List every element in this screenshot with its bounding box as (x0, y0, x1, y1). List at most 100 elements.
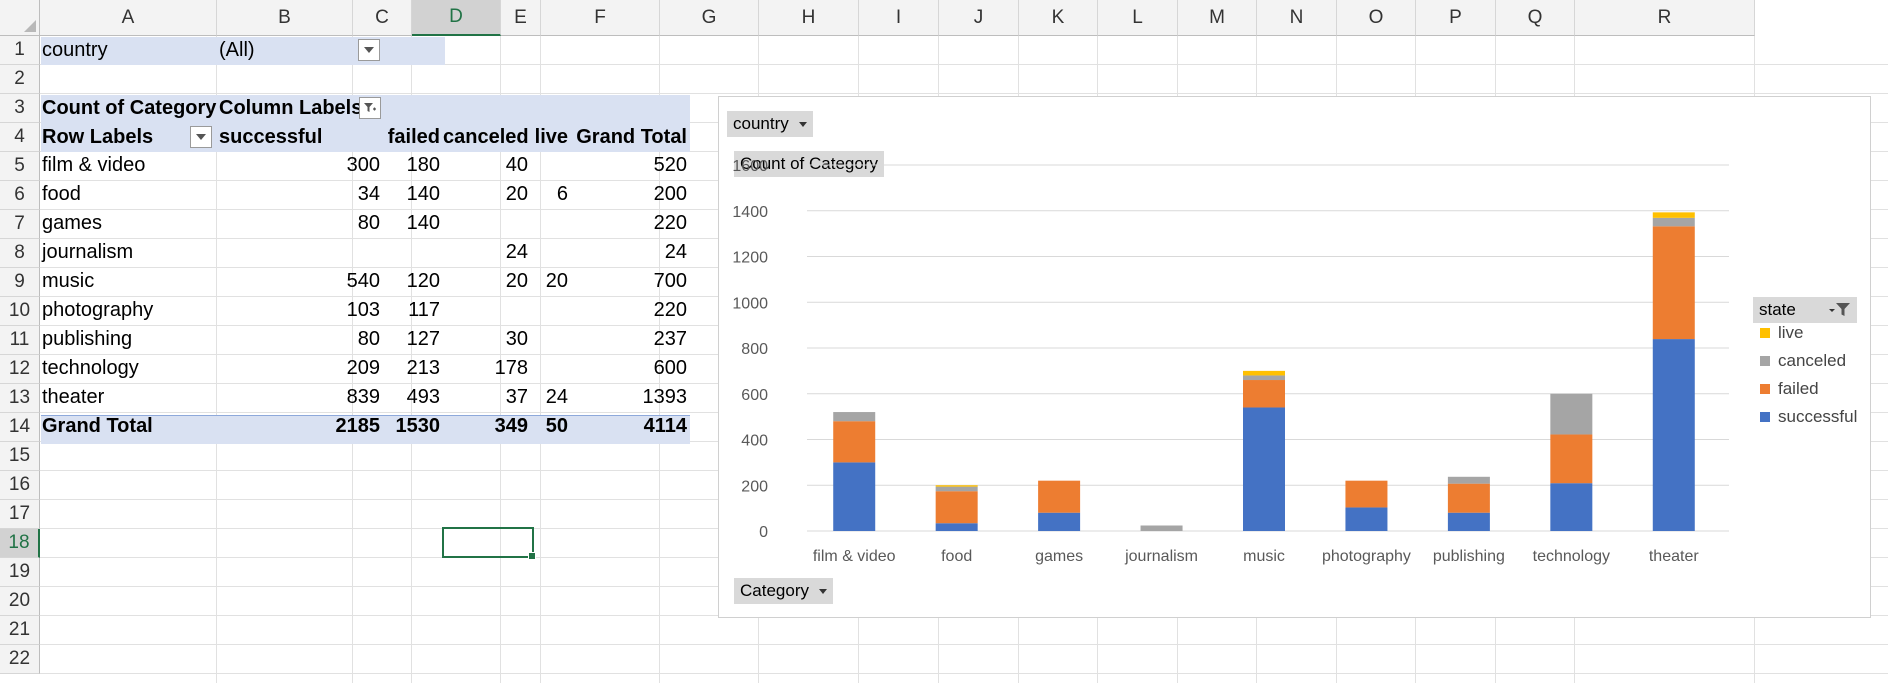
row-header-12[interactable]: 12 (0, 355, 40, 384)
x-tick-label: theater (1649, 548, 1699, 565)
y-tick-label: 1400 (732, 204, 768, 221)
row-header-3[interactable]: 3 (0, 94, 40, 123)
pivot-value-live (532, 151, 568, 180)
pivot-value-failed: 140 (406, 212, 440, 234)
column-header-G[interactable]: G (660, 0, 759, 36)
legend-item-live[interactable]: live (1760, 323, 1804, 343)
pivot-value-grand-total: 1393 (642, 386, 688, 408)
grand-total-band (41, 415, 690, 444)
pivot-value-live (532, 209, 568, 238)
bar-successful (935, 523, 978, 531)
active-cell-D18[interactable] (442, 527, 536, 560)
col-header-canceled: canceled (443, 126, 529, 148)
pivot-row-label: film & video (42, 154, 146, 176)
chevron-down-icon (798, 122, 807, 128)
column-header-N[interactable]: N (1257, 0, 1337, 36)
column-header-C[interactable]: C (353, 0, 412, 36)
column-header-H[interactable]: H (759, 0, 859, 36)
gridline (40, 93, 1888, 94)
pivot-value-successful: 34 (357, 183, 380, 205)
pivot-row-label: photography (42, 299, 154, 321)
column-header-M[interactable]: M (1178, 0, 1257, 36)
row-header-2[interactable]: 2 (0, 65, 40, 94)
pivot-value-canceled: 20 (505, 270, 528, 292)
bar-canceled (1447, 476, 1490, 484)
row-header-15[interactable]: 15 (0, 442, 40, 471)
row-header-8[interactable]: 8 (0, 239, 40, 268)
gridline (500, 36, 501, 683)
chart-values-field-button[interactable]: Count of Category (734, 151, 884, 177)
column-header-B[interactable]: B (217, 0, 353, 36)
filter-dropdown-button[interactable] (358, 39, 380, 61)
row-header-9[interactable]: 9 (0, 268, 40, 297)
select-all-corner[interactable] (0, 0, 40, 36)
column-header-F[interactable]: F (541, 0, 660, 36)
row-header-18[interactable]: 18 (0, 529, 40, 558)
gridline (40, 64, 1888, 65)
pivot-value-canceled: 20 (505, 183, 528, 205)
pivot-value-failed: 140 (406, 183, 440, 205)
legend-item-successful[interactable]: successful (1760, 407, 1857, 427)
legend-swatch (1760, 328, 1770, 338)
pivot-value-live: 20 (545, 270, 568, 292)
pivot-value-canceled: 37 (505, 386, 528, 408)
legend-item-canceled[interactable]: canceled (1760, 351, 1846, 371)
row-header-16[interactable]: 16 (0, 471, 40, 500)
column-labels-filter-button[interactable] (359, 97, 381, 119)
row-header-21[interactable]: 21 (0, 616, 40, 645)
pivot-row-label: technology (42, 357, 139, 379)
column-header-D[interactable]: D (412, 0, 501, 36)
row-header-11[interactable]: 11 (0, 326, 40, 355)
row-header-1[interactable]: 1 (0, 36, 40, 65)
bar-successful (1345, 507, 1388, 531)
column-header-L[interactable]: L (1098, 0, 1178, 36)
row-header-7[interactable]: 7 (0, 210, 40, 239)
pivot-value-failed: 493 (406, 386, 440, 408)
pivot-row-label: food (42, 183, 81, 205)
pivot-value-canceled (443, 209, 528, 238)
chart-state-field-button[interactable]: state (1753, 297, 1857, 323)
row-header-19[interactable]: 19 (0, 558, 40, 587)
row-header-6[interactable]: 6 (0, 181, 40, 210)
column-header-I[interactable]: I (859, 0, 939, 36)
bar-failed (1038, 480, 1081, 513)
pivot-chart[interactable]: country Count of Category Category state… (718, 96, 1871, 618)
pivot-value-grand-total: 220 (653, 299, 687, 321)
bar-live (1652, 212, 1695, 218)
row-header-14[interactable]: 14 (0, 413, 40, 442)
column-header-K[interactable]: K (1019, 0, 1098, 36)
column-header-R[interactable]: R (1575, 0, 1755, 36)
row-header-4[interactable]: 4 (0, 123, 40, 152)
col-header-successful: successful (219, 126, 323, 148)
pivot-value-live: 50 (545, 415, 568, 437)
bar-failed (1550, 434, 1593, 484)
bar-live (1243, 370, 1285, 376)
gridline (216, 36, 217, 683)
pivot-value-grand-total: 24 (664, 241, 687, 263)
column-header-A[interactable]: A (40, 0, 217, 36)
legend-item-failed[interactable]: failed (1760, 379, 1819, 399)
row-header-10[interactable]: 10 (0, 297, 40, 326)
row-header-22[interactable]: 22 (0, 645, 40, 674)
chart-state-label: state (1759, 300, 1796, 319)
legend-swatch (1760, 384, 1770, 394)
row-header-5[interactable]: 5 (0, 152, 40, 181)
bar-canceled (1243, 375, 1285, 381)
pivot-value-successful: 103 (346, 299, 380, 321)
bar-canceled (1140, 525, 1183, 531)
legend-label: successful (1778, 407, 1858, 426)
row-header-20[interactable]: 20 (0, 587, 40, 616)
column-header-J[interactable]: J (939, 0, 1019, 36)
column-header-E[interactable]: E (501, 0, 541, 36)
column-header-Q[interactable]: Q (1496, 0, 1575, 36)
column-header-P[interactable]: P (1416, 0, 1496, 36)
column-header-O[interactable]: O (1337, 0, 1416, 36)
row-header-17[interactable]: 17 (0, 500, 40, 529)
bar-canceled (833, 412, 876, 422)
row-header-13[interactable]: 13 (0, 384, 40, 413)
pivot-value-successful (219, 238, 380, 267)
chart-country-field-button[interactable]: country (727, 111, 813, 137)
row-labels-dropdown-button[interactable] (190, 126, 212, 148)
chart-category-field-button[interactable]: Category (734, 578, 833, 604)
bar-failed (1345, 480, 1388, 508)
